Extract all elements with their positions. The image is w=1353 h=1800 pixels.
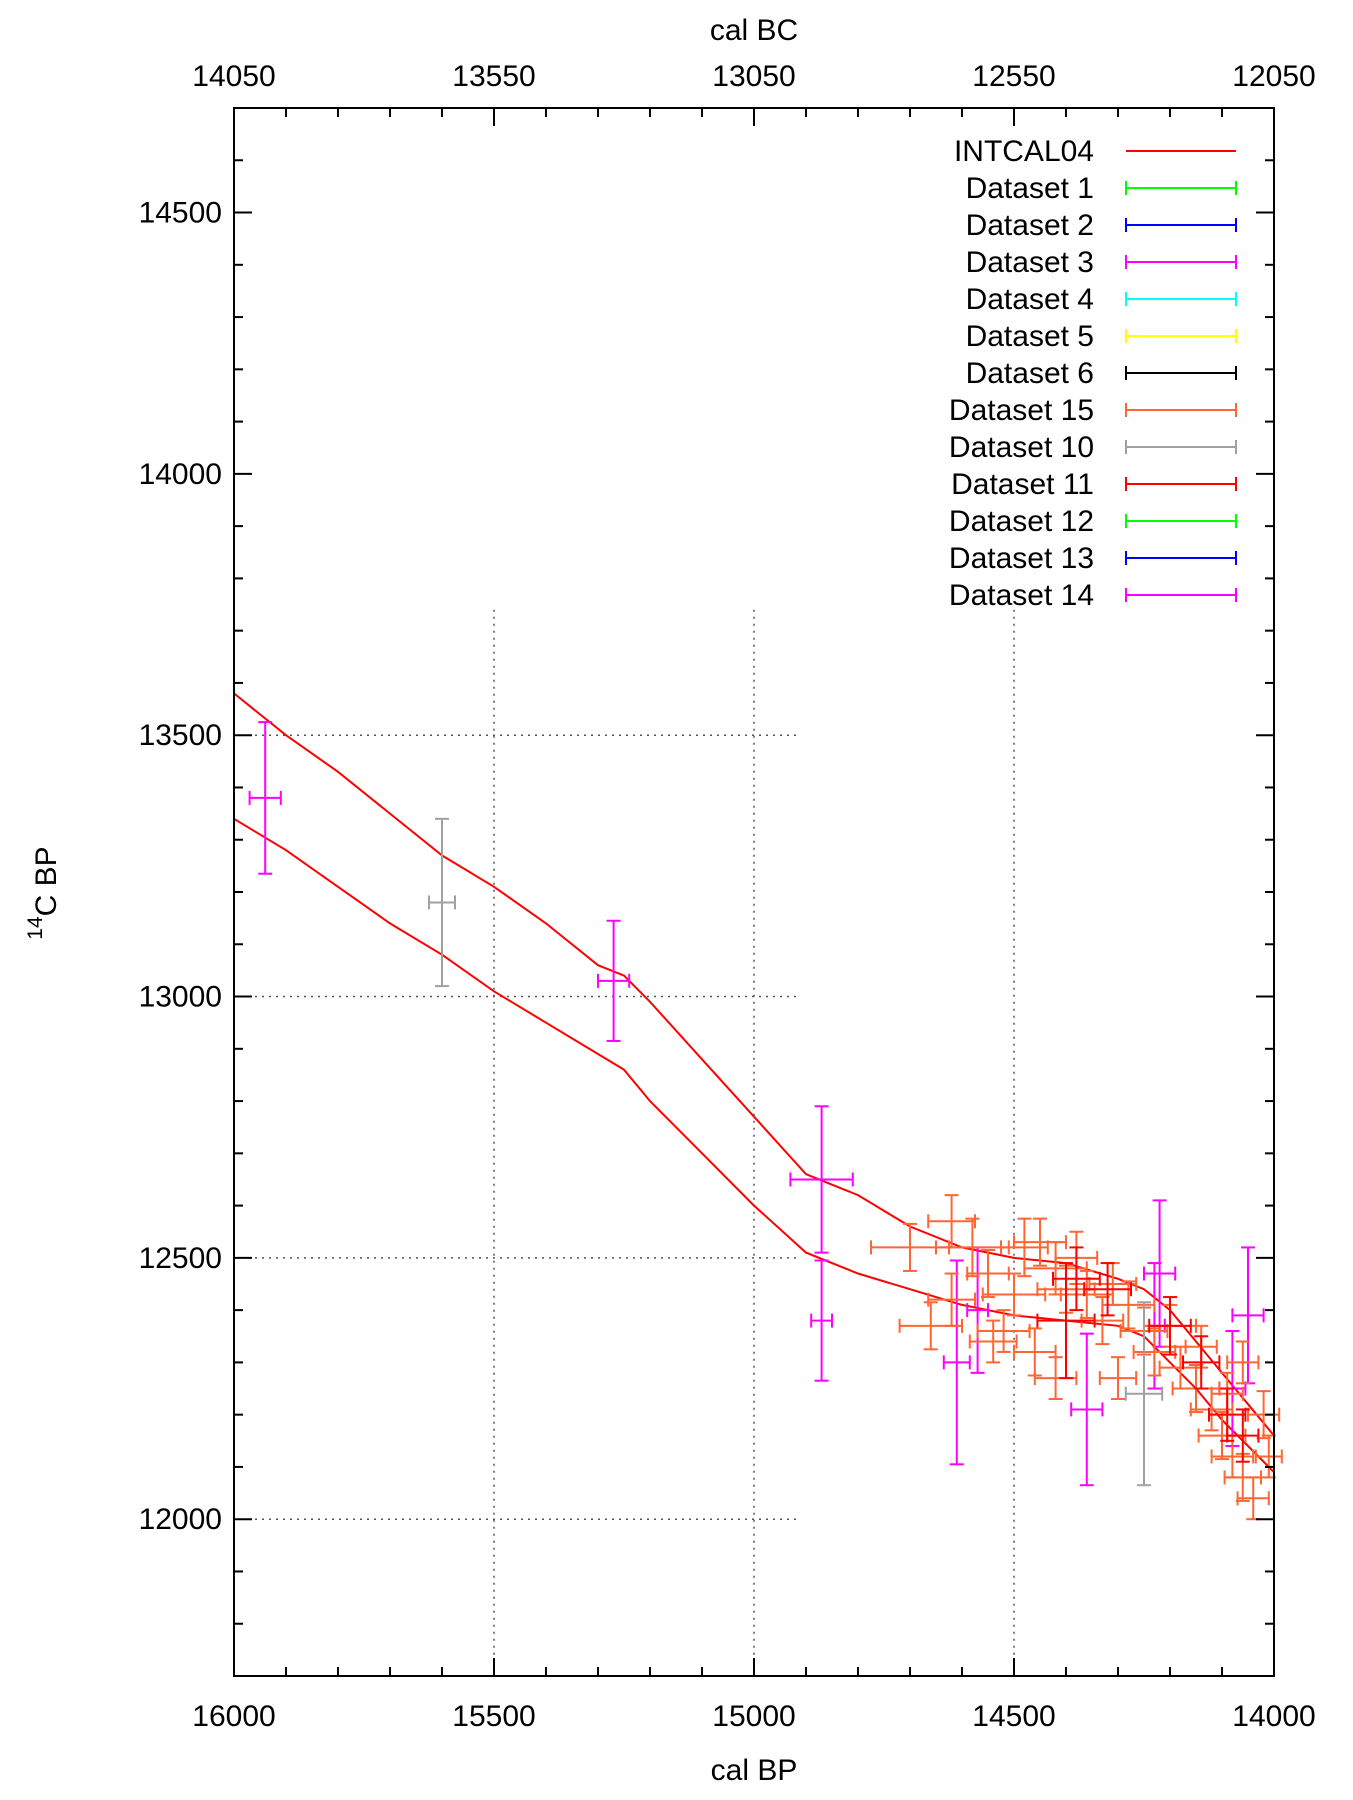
y-tick-label: 12000 [139,1503,222,1536]
data-point [1013,1327,1057,1377]
data-point [1182,1335,1221,1390]
plot-frame [233,107,1275,1677]
data-point [428,817,456,988]
data-point [789,1105,854,1254]
data-point [966,1249,1010,1299]
legend-swatch [1125,588,1237,602]
legend-label: Dataset 14 [949,579,1094,612]
legend: INTCAL04 Dataset 1 Dataset 2 Dataset 3 Datas… [949,135,1237,612]
data-point [927,1272,976,1327]
data-point [968,1319,1018,1364]
x2-axis-title: cal BC [710,14,798,47]
y-tick-label: 12500 [139,1242,222,1275]
intcal-curve-lower [233,817,1275,1473]
legend-swatch [1125,366,1237,380]
y-tick-label: 13000 [139,981,222,1014]
data-point [1148,1296,1192,1356]
x2-tick-label: 12050 [1232,60,1315,93]
x-tick-label: 14000 [1232,1700,1315,1733]
legend-label: Dataset 6 [966,357,1094,390]
legend-label: Dataset 13 [949,542,1094,575]
legend-label: Dataset 5 [966,320,1094,353]
legend-swatch [1125,181,1237,195]
legend-label: Dataset 1 [966,172,1094,205]
data-point [1023,1241,1088,1296]
data-point [1083,1262,1132,1317]
grid [234,609,1015,1676]
tick-labels: 12000 12500 13000 13500 14000 14500 16000 15500… [139,60,1316,1733]
x2-tick-label: 14050 [192,60,275,93]
data-point [1036,1262,1096,1380]
data-point [1098,1356,1138,1400]
x2-tick-label: 12550 [972,60,1055,93]
data-point [1132,1327,1177,1377]
data-point [976,1309,1031,1353]
legend-label: Dataset 15 [949,394,1094,427]
data-point [597,919,631,1042]
data-point [248,721,282,875]
legend-swatch [1125,255,1237,269]
data-points [248,721,1283,1521]
legend-label: INTCAL04 [954,135,1094,168]
legend-swatch [1125,218,1237,232]
data-point [1226,1340,1260,1385]
legend-swatch [1125,477,1237,491]
legend-label: Dataset 2 [966,209,1094,242]
data-point [1052,1246,1101,1312]
data-point [810,1259,833,1382]
legend-swatch [1125,292,1237,306]
x-tick-label: 14500 [972,1700,1055,1733]
calibration-curve [233,692,1275,1473]
data-point [1226,1408,1260,1463]
legend-swatch [1125,514,1237,528]
y-axis-title-superscript: 14 [24,916,47,940]
y-axis-title-main: C BP [30,846,63,916]
y-tick-label: 14500 [139,197,222,230]
legend-label: Dataset 3 [966,246,1094,279]
legend-swatch [1125,403,1237,417]
legend-label: Dataset 12 [949,505,1094,538]
legend-swatch [1125,440,1237,454]
x2-tick-label: 13550 [452,60,535,93]
y-tick-label: 13500 [139,719,222,752]
legend-swatch [1125,551,1237,565]
data-point [1124,1301,1164,1487]
legend-label: Dataset 4 [966,283,1094,316]
data-point [981,1272,1047,1317]
legend-swatch [1125,329,1237,343]
data-point [1013,1217,1067,1267]
data-point [1210,1434,1255,1479]
x-tick-label: 15000 [712,1700,795,1733]
axis-ticks [233,107,1275,1677]
x-axis-title: cal BP [711,1754,798,1787]
x2-tick-label: 13050 [712,60,795,93]
data-point [942,1259,971,1466]
data-point [870,1222,950,1272]
y-tick-label: 14000 [139,458,222,491]
data-point [927,1194,976,1249]
legend-label: Dataset 10 [949,431,1094,464]
data-point [1236,1476,1270,1521]
x-tick-label: 15500 [452,1700,535,1733]
data-point [966,1246,989,1374]
legend-label: Dataset 11 [951,468,1094,501]
y-axis-title: 14C BP [24,846,63,939]
x-tick-label: 16000 [192,1700,275,1733]
data-point [1254,1434,1283,1479]
data-point [1070,1332,1104,1487]
